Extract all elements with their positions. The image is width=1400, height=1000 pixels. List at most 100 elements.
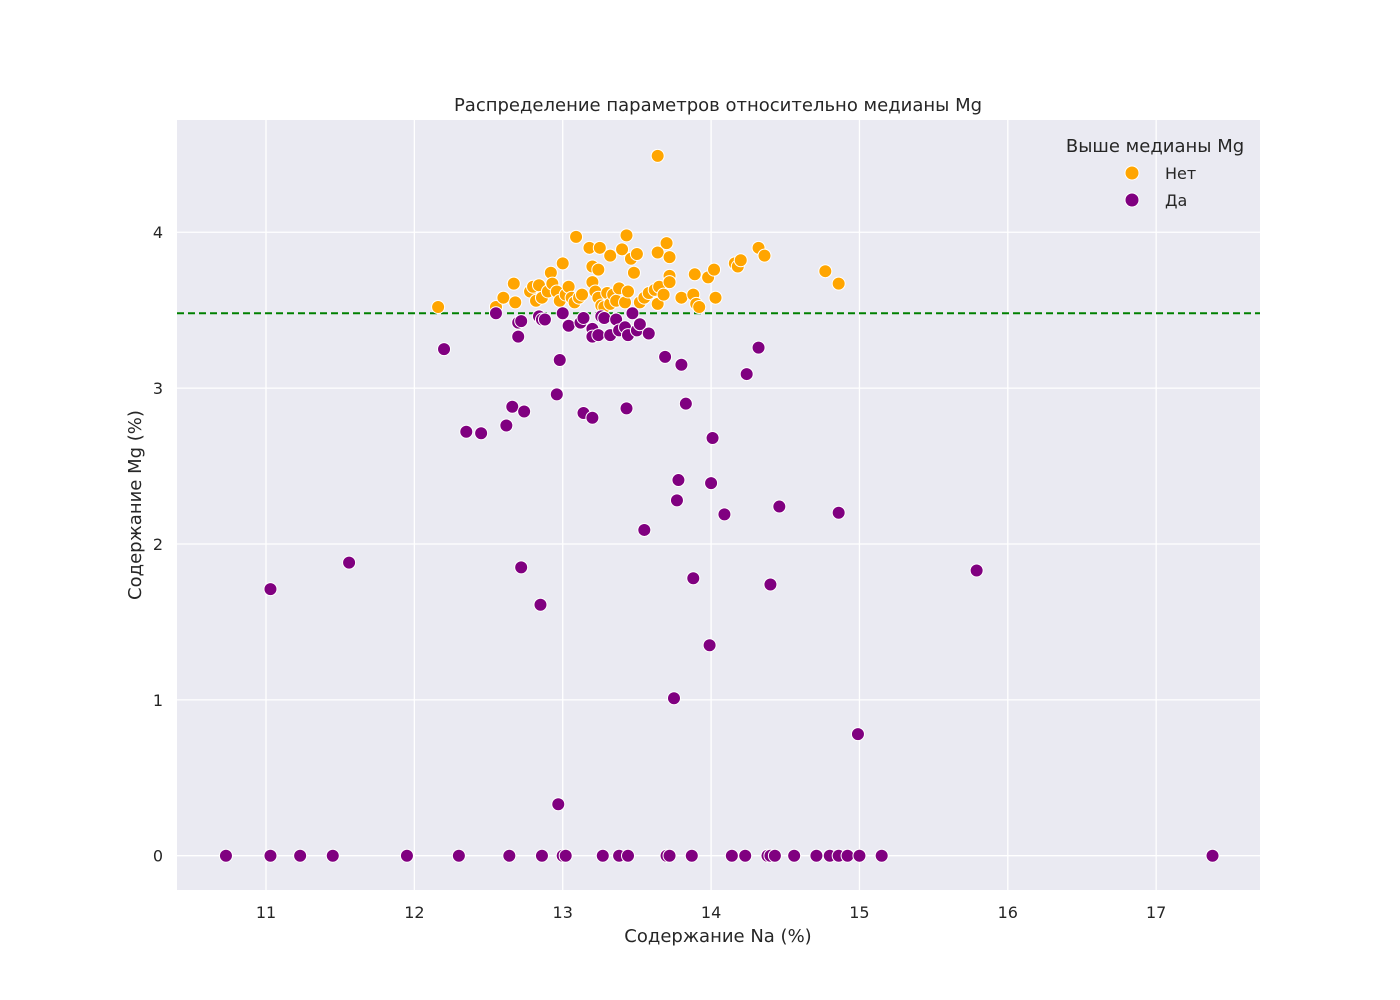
y-axis-label: Содержание Mg (%) <box>125 410 146 600</box>
data-point-yes <box>263 582 278 597</box>
data-point-yes <box>684 848 699 863</box>
data-point-yes <box>686 571 701 586</box>
data-point-yes <box>263 848 278 863</box>
legend-title: Выше медианы Mg <box>1066 136 1244 157</box>
plot-area <box>177 120 1260 890</box>
data-point-no <box>555 256 570 271</box>
data-point-yes <box>666 691 681 706</box>
data-point-yes <box>702 638 717 653</box>
data-point-no <box>431 300 446 315</box>
data-point-yes <box>625 306 640 321</box>
x-tick-labels: 11 12 13 14 15 16 17 <box>256 903 1166 922</box>
data-point-yes <box>831 505 846 520</box>
data-point-yes <box>595 848 610 863</box>
data-point-yes <box>552 353 567 368</box>
data-point-yes <box>597 310 612 325</box>
data-point-yes <box>555 306 570 321</box>
data-point-no <box>692 300 707 315</box>
data-point-no <box>757 248 772 263</box>
legend-label-no: Нет <box>1165 164 1196 183</box>
data-point-yes <box>293 848 308 863</box>
data-point-yes <box>514 560 529 575</box>
data-point-yes <box>658 349 673 364</box>
data-point-yes <box>533 597 548 612</box>
data-point-yes <box>662 848 677 863</box>
data-point-no <box>659 236 674 251</box>
data-point-no <box>656 287 671 302</box>
x-axis-label: Содержание Na (%) <box>624 926 811 947</box>
data-point-yes <box>534 848 549 863</box>
x-tick-label: 16 <box>998 903 1018 922</box>
data-point-yes <box>637 522 652 537</box>
data-point-yes <box>511 329 526 344</box>
data-point-yes <box>739 367 754 382</box>
data-point-no <box>708 290 723 305</box>
data-point-yes <box>738 848 753 863</box>
data-point-no <box>619 228 634 243</box>
data-point-yes <box>763 577 778 592</box>
data-point-yes <box>619 401 634 416</box>
data-point-yes <box>717 507 732 522</box>
y-tick-labels: 0 1 2 3 4 <box>153 223 163 865</box>
data-point-yes <box>724 848 739 863</box>
data-point-yes <box>850 727 865 742</box>
data-point-yes <box>767 848 782 863</box>
y-tick-label: 1 <box>153 691 163 710</box>
legend: Выше медианы Mg Нет Да <box>1066 136 1244 210</box>
data-point-yes <box>1205 848 1220 863</box>
data-point-no <box>621 284 636 299</box>
data-point-yes <box>591 328 606 343</box>
data-point-no <box>496 290 511 305</box>
data-point-yes <box>551 797 566 812</box>
data-point-no <box>733 253 748 268</box>
data-point-yes <box>505 399 520 414</box>
data-point-no <box>506 276 521 291</box>
data-point-no <box>603 248 618 263</box>
data-point-no <box>592 240 607 255</box>
data-point-yes <box>558 848 573 863</box>
data-point-no <box>569 229 584 244</box>
chart-title: Распределение параметров относительно ме… <box>454 95 982 116</box>
data-point-yes <box>499 418 514 433</box>
x-tick-label: 14 <box>701 903 721 922</box>
data-point-yes <box>459 424 474 439</box>
data-point-yes <box>772 499 787 514</box>
data-point-no <box>629 247 644 262</box>
data-point-yes <box>517 404 532 419</box>
data-point-no <box>674 290 689 305</box>
data-point-yes <box>549 387 564 402</box>
data-point-no <box>615 242 630 257</box>
points-layer <box>218 148 1220 863</box>
x-tick-label: 11 <box>256 903 276 922</box>
data-point-yes <box>488 306 503 321</box>
data-point-yes <box>669 493 684 508</box>
data-point-yes <box>576 310 591 325</box>
y-tick-label: 4 <box>153 223 163 242</box>
data-point-no <box>687 267 702 282</box>
data-point-no <box>831 276 846 291</box>
data-point-yes <box>474 426 489 441</box>
x-tick-label: 15 <box>849 903 869 922</box>
data-point-no <box>626 265 641 280</box>
data-point-yes <box>514 314 529 329</box>
data-point-yes <box>874 848 889 863</box>
data-point-yes <box>641 326 656 341</box>
x-tick-label: 13 <box>553 903 573 922</box>
y-tick-label: 2 <box>153 535 163 554</box>
data-point-yes <box>561 318 576 333</box>
data-point-no <box>508 295 523 310</box>
data-point-yes <box>787 848 802 863</box>
data-point-yes <box>852 848 867 863</box>
data-point-yes <box>678 396 693 411</box>
data-point-no <box>662 275 677 290</box>
data-point-yes <box>632 317 647 332</box>
data-point-yes <box>809 848 824 863</box>
legend-marker-yes <box>1124 192 1140 208</box>
data-point-yes <box>399 848 414 863</box>
data-point-yes <box>840 848 855 863</box>
data-point-yes <box>437 342 452 357</box>
data-point-yes <box>585 410 600 425</box>
x-tick-label: 17 <box>1146 903 1166 922</box>
data-point-no <box>650 148 665 163</box>
